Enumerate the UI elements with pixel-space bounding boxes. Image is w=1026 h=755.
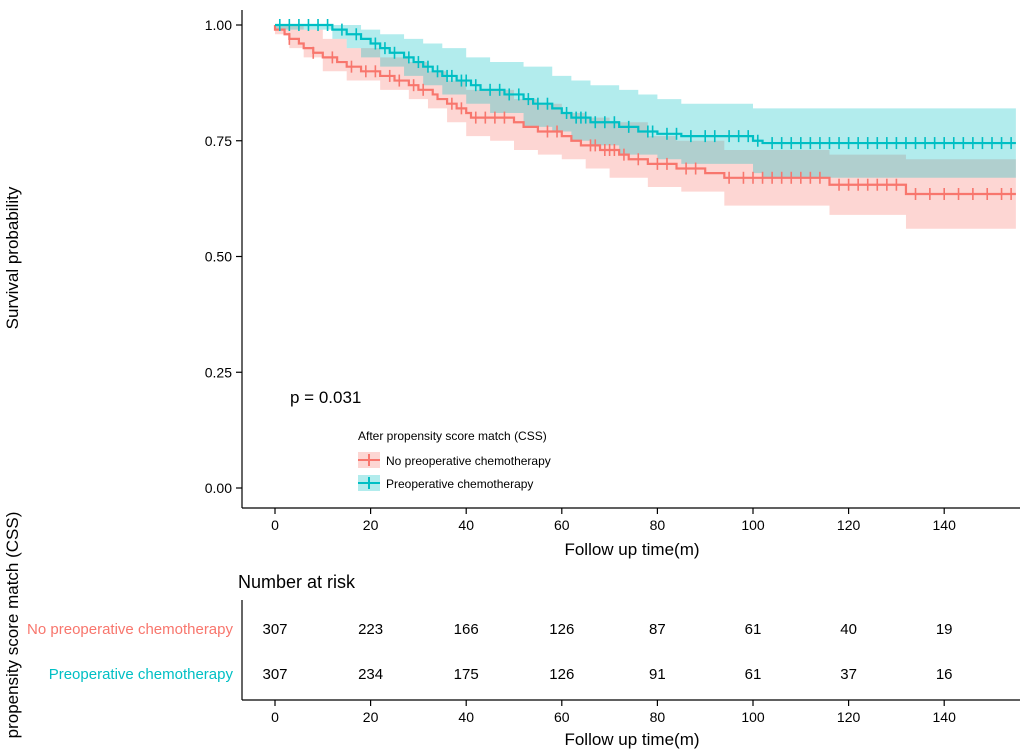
x-tick-label: 100 bbox=[741, 709, 765, 725]
risk-value: 126 bbox=[549, 621, 574, 638]
y-ticks: 0.00 0.25 0.50 0.75 1.00 bbox=[205, 17, 242, 496]
x-tick-label: 120 bbox=[837, 517, 861, 533]
p-value-annotation: p = 0.031 bbox=[290, 388, 361, 407]
risk-value: 87 bbox=[649, 621, 666, 638]
x-tick-label: 40 bbox=[458, 517, 474, 533]
risk-table-title: Number at risk bbox=[238, 572, 356, 592]
x-tick-label: 20 bbox=[363, 709, 379, 725]
legend-label-no-chemo: No preoperative chemotherapy bbox=[386, 454, 551, 468]
risk-value: 307 bbox=[262, 621, 287, 638]
risk-value: 91 bbox=[649, 666, 666, 683]
x-tick-label: 100 bbox=[741, 517, 765, 533]
y-tick-label: 0.50 bbox=[205, 249, 232, 265]
x-axis-label: Follow up time(m) bbox=[564, 540, 699, 559]
risk-value: 234 bbox=[358, 666, 383, 683]
risk-row-label-chemo: Preoperative chemotherapy bbox=[49, 666, 234, 683]
risk-table-x-axis-label: Follow up time(m) bbox=[564, 730, 699, 749]
y-tick-label: 1.00 bbox=[205, 17, 232, 33]
risk-table-ylabel: propensity score match (CSS) bbox=[3, 512, 22, 739]
risk-value: 16 bbox=[936, 666, 953, 683]
risk-value: 37 bbox=[840, 666, 857, 683]
risk-value: 175 bbox=[454, 666, 479, 683]
risk-value: 61 bbox=[745, 621, 762, 638]
risk-value: 166 bbox=[454, 621, 479, 638]
x-tick-label: 80 bbox=[650, 709, 666, 725]
x-tick-label: 140 bbox=[933, 709, 957, 725]
x-tick-label: 60 bbox=[554, 709, 570, 725]
censor-marks bbox=[278, 19, 1012, 200]
survival-curve-chemo bbox=[275, 23, 1016, 145]
x-tick-label: 0 bbox=[271, 709, 279, 725]
x-tick-label: 80 bbox=[650, 517, 666, 533]
risk-table-x-ticks: 0 20 40 60 80 100 120 140 bbox=[271, 700, 956, 725]
risk-value: 307 bbox=[262, 666, 287, 683]
x-tick-label: 40 bbox=[458, 709, 474, 725]
risk-value: 126 bbox=[549, 666, 574, 683]
x-tick-label: 60 bbox=[554, 517, 570, 533]
x-ticks: 0 20 40 60 80 100 120 140 bbox=[271, 508, 956, 533]
risk-value: 19 bbox=[936, 621, 953, 638]
legend-label-chemo: Preoperative chemotherapy bbox=[386, 477, 533, 491]
y-tick-label: 0.75 bbox=[205, 133, 232, 149]
legend-title: After propensity score match (CSS) bbox=[358, 429, 547, 443]
y-axis-label: Survival probability bbox=[3, 186, 22, 329]
risk-value: 40 bbox=[840, 621, 857, 638]
x-tick-label: 140 bbox=[933, 517, 957, 533]
ci-band-no-chemo bbox=[275, 25, 1016, 229]
survival-curve-no-chemo bbox=[273, 25, 1016, 196]
ci-band-chemo bbox=[275, 25, 1016, 178]
x-tick-label: 0 bbox=[271, 517, 279, 533]
risk-table-values: 307 223 166 126 87 61 40 19 307 234 175 126 91 61 37 16 bbox=[262, 621, 952, 683]
risk-value: 223 bbox=[358, 621, 383, 638]
legend: After propensity score match (CSS) No pr… bbox=[358, 429, 551, 491]
x-tick-label: 120 bbox=[837, 709, 861, 725]
survival-curves bbox=[273, 23, 1016, 196]
y-tick-label: 0.00 bbox=[205, 480, 232, 496]
confidence-bands bbox=[275, 25, 1016, 229]
y-tick-label: 0.25 bbox=[205, 364, 232, 380]
x-tick-label: 20 bbox=[363, 517, 379, 533]
risk-value: 61 bbox=[745, 666, 762, 683]
risk-row-label-no-chemo: No preoperative chemotherapy bbox=[27, 621, 233, 638]
